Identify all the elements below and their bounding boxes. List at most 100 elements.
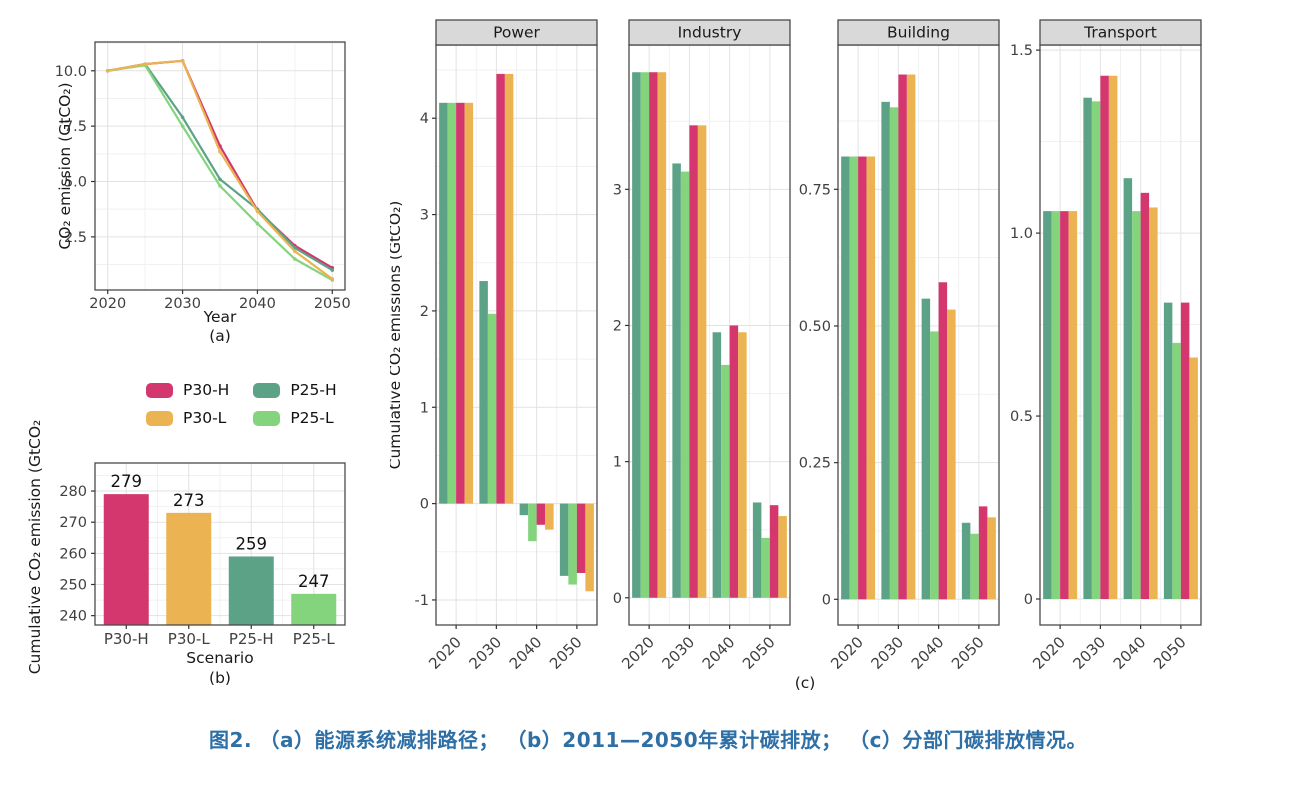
panel-a: 2.5 5.0 7.5 10.0 2020 2030 2040 2050 Year(a) CO₂ … (55, 41, 351, 345)
bar-industry-P30-L-2020 (657, 72, 667, 598)
point-P25-L-2035 (218, 184, 222, 188)
ytick-label: 270 (59, 515, 87, 531)
legend-item-P25-H: P25-H (253, 381, 337, 399)
figure-caption: 图2. （a）能源系统减排路径； （b）2011—2050年累计碳排放； （c）… (209, 728, 1087, 752)
ytick-label: 250 (59, 578, 87, 594)
point-P25-H-2035 (218, 177, 222, 182)
ytick-label: 0 (822, 592, 831, 608)
bar-power-P25-H-2040 (519, 503, 529, 516)
bar-industry-P25-L-2050 (761, 537, 770, 598)
xtick-label: P25-H (229, 630, 274, 648)
bar-building-P30-H-2020 (858, 156, 867, 600)
ytick-label: 0.50 (799, 319, 831, 335)
legend-swatch-P30-H (146, 382, 173, 398)
bar-transport-P30-L-2050 (1189, 357, 1198, 600)
bar-building-P25-H-2040 (921, 298, 931, 600)
bar-industry-P25-H-2040 (712, 332, 722, 598)
bar-industry-P30-L-2030 (697, 125, 707, 598)
bar-P25-H (228, 556, 274, 625)
facet-title: Industry (678, 24, 742, 42)
facet-strip (837, 19, 1000, 46)
bar-transport-P30-L-2020 (1068, 211, 1078, 600)
bar-industry-P30-H-2030 (689, 125, 698, 598)
xtick-label: 2050 (948, 633, 988, 673)
bar-building-P25-L-2050 (970, 533, 979, 600)
facet-title: Transport (1083, 24, 1157, 42)
bar-building-P25-H-2020 (841, 156, 850, 600)
ytick-label: -1 (415, 593, 429, 609)
bar-industry-P25-L-2030 (680, 171, 690, 598)
xtick-label: 2050 (546, 633, 586, 673)
xtick-label: 2040 (239, 296, 276, 312)
facet-title: Building (887, 24, 950, 42)
bar-building-P25-H-2050 (961, 522, 971, 600)
bar-power-P25-L-2020 (447, 102, 457, 504)
panel-border (94, 462, 346, 626)
point-P30-L-2025 (143, 62, 147, 66)
bar-power-P30-H-2030 (496, 73, 505, 504)
bar-power-P30-L-2020 (464, 102, 474, 504)
ytick-label: 10.0 (55, 64, 87, 80)
point-P25-H-2030 (180, 115, 185, 120)
bar-industry-P30-L-2040 (738, 332, 747, 598)
bar-building-P30-L-2040 (947, 309, 956, 600)
point-P25-L-2030 (180, 124, 185, 128)
bar-industry-P25-L-2040 (721, 364, 730, 598)
panel-b-bar-chart: 279 273 259 247 240 250 260 270 280 P30-H P30-L P25… (26, 420, 346, 687)
bar-value-P25-H: 259 (236, 534, 268, 553)
point-P25-H-2050 (330, 268, 335, 272)
facet-strip (435, 19, 598, 46)
bar-building-P30-H-2050 (978, 506, 988, 600)
point-P30-L-2040 (255, 209, 260, 214)
xtick-label: 2020 (1029, 633, 1069, 673)
ytick-label: 280 (59, 484, 87, 500)
bar-industry-P25-H-2020 (632, 72, 641, 598)
ytick-label: 0 (420, 497, 429, 513)
point-P30-L-2045 (293, 249, 297, 254)
bar-building-P25-L-2020 (849, 156, 859, 600)
panel-border (94, 41, 346, 291)
bar-value-P30-L: 273 (173, 491, 205, 510)
bar-power-P30-L-2050 (585, 503, 594, 592)
xtick-label: 2020 (425, 633, 465, 673)
bar-transport-P30-L-2030 (1108, 75, 1118, 600)
bar-transport-P25-H-2020 (1043, 211, 1052, 600)
bar-transport-P25-L-2020 (1051, 211, 1061, 600)
ytick-label: 7.5 (64, 119, 87, 135)
ytick-label: 1 (420, 400, 429, 416)
xtick-label: P30-L (168, 630, 211, 648)
bar-transport-P30-H-2040 (1140, 192, 1150, 600)
bar-transport-P30-L-2040 (1149, 207, 1158, 600)
bar-industry-P30-H-2040 (729, 325, 739, 598)
facet-power: Power -1 0 1 2 3 4 2020 2030 2040 2050 (415, 19, 598, 673)
ytick-label: 1.5 (1010, 43, 1033, 59)
xtick-label: 2050 (739, 633, 779, 673)
bar-power-P25-L-2030 (487, 313, 497, 504)
xtick-label: 2020 (618, 633, 658, 673)
legend-label: P30-L (183, 409, 227, 427)
bar-P30-H (103, 494, 149, 625)
panel-a-sublabel: (a) (209, 327, 231, 345)
point-P30-L-2050 (330, 277, 335, 281)
facet-strip (1039, 19, 1202, 46)
legend-label: P30-H (183, 381, 230, 399)
bar-industry-P25-H-2050 (752, 502, 762, 598)
bar-transport-P25-H-2040 (1123, 178, 1133, 600)
legend: P30-H P25-H P30-L P25-L (146, 381, 337, 427)
bar-transport-P30-H-2020 (1060, 211, 1069, 600)
bar-building-P30-H-2030 (898, 74, 907, 600)
bar-transport-P25-H-2050 (1163, 302, 1173, 600)
xtick-label: 2050 (314, 296, 351, 312)
panel-b-sublabel: (b) (209, 669, 231, 687)
xtick-label: 2040 (1110, 633, 1150, 673)
ytick-label: 3 (420, 208, 429, 224)
bar-transport-P25-L-2030 (1091, 101, 1101, 600)
ytick-label: 0.75 (799, 182, 831, 198)
legend-label: P25-H (290, 381, 337, 399)
facet-title: Power (493, 24, 540, 42)
ytick-label: 0.25 (799, 456, 831, 472)
panel-a-line-chart: 2.5 5.0 7.5 10.0 2020 2030 2040 2050 Year(a) CO₂ … (55, 41, 351, 345)
ytick-label: 0.5 (1010, 409, 1033, 425)
bar-power-P30-L-2030 (504, 73, 514, 504)
